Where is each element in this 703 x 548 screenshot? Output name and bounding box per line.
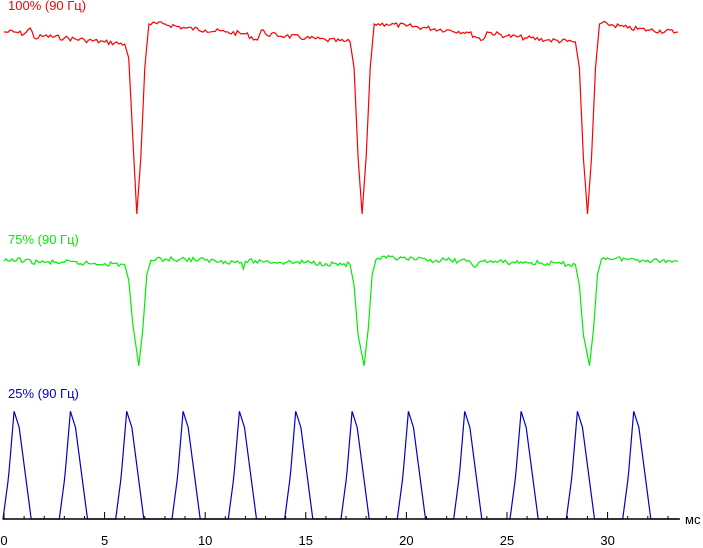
x-tick-label: 25: [500, 533, 514, 548]
series-line: [2, 411, 678, 520]
x-tick-label: 0: [0, 533, 7, 548]
x-tick-label: 10: [198, 533, 212, 548]
x-tick-label: 5: [101, 533, 108, 548]
series-label: 75% (90 Гц): [8, 232, 79, 247]
series-line: [4, 20, 679, 215]
series-line: [3, 254, 679, 366]
x-tick-label: 15: [299, 533, 313, 548]
series-label: 25% (90 Гц): [8, 386, 79, 401]
x-axis: мс 0 5 10 15 20 25 30: [0, 512, 701, 548]
x-axis-unit-label: мс: [685, 512, 701, 527]
x-tick-label: 30: [600, 533, 614, 548]
x-tick-label: 20: [399, 533, 413, 548]
series-label: 100% (90 Гц): [8, 0, 86, 13]
